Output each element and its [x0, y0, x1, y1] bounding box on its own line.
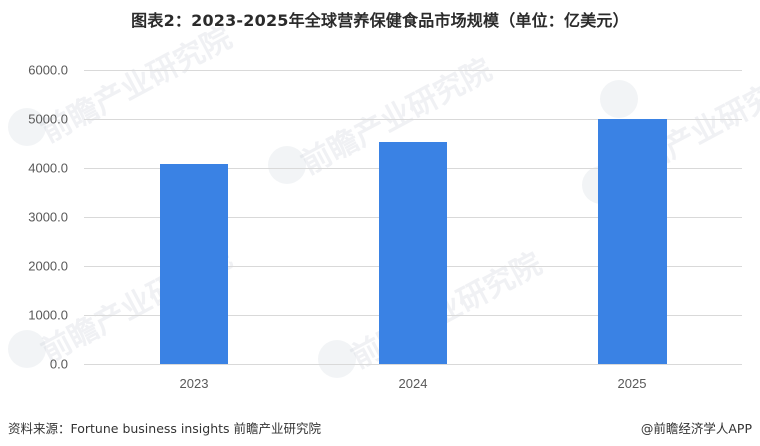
gridline-6000	[84, 70, 742, 71]
y-tick-label: 0.0	[49, 356, 68, 372]
y-tick-label: 1000.0	[28, 307, 68, 323]
bar-2024	[379, 142, 447, 364]
y-tick-label: 6000.0	[28, 62, 68, 78]
watermark-logo-icon	[318, 340, 356, 378]
bar-2025	[598, 118, 667, 364]
watermark-logo-icon	[600, 80, 638, 118]
y-tick-label: 2000.0	[28, 258, 68, 274]
watermark-text: 前瞻产业研究院	[35, 20, 238, 150]
chart-title: 图表2：2023-2025年全球营养保健食品市场规模（单位：亿美元）	[131, 11, 629, 30]
x-tick-label: 2023	[179, 376, 209, 391]
credit-note: @前瞻经济学人APP	[640, 421, 752, 436]
x-tick-label: 2024	[398, 376, 428, 391]
y-tick-label: 3000.0	[28, 209, 68, 225]
source-note: 资料来源：Fortune business insights 前瞻产业研究院	[8, 421, 322, 436]
y-tick-label: 4000.0	[28, 160, 68, 176]
x-axis-baseline	[84, 364, 742, 365]
gridline-5000	[84, 119, 742, 120]
x-tick-label: 2025	[617, 376, 647, 391]
watermark-logo-icon	[268, 146, 306, 184]
y-tick-label: 5000.0	[28, 111, 68, 127]
bar-2023	[160, 164, 228, 364]
